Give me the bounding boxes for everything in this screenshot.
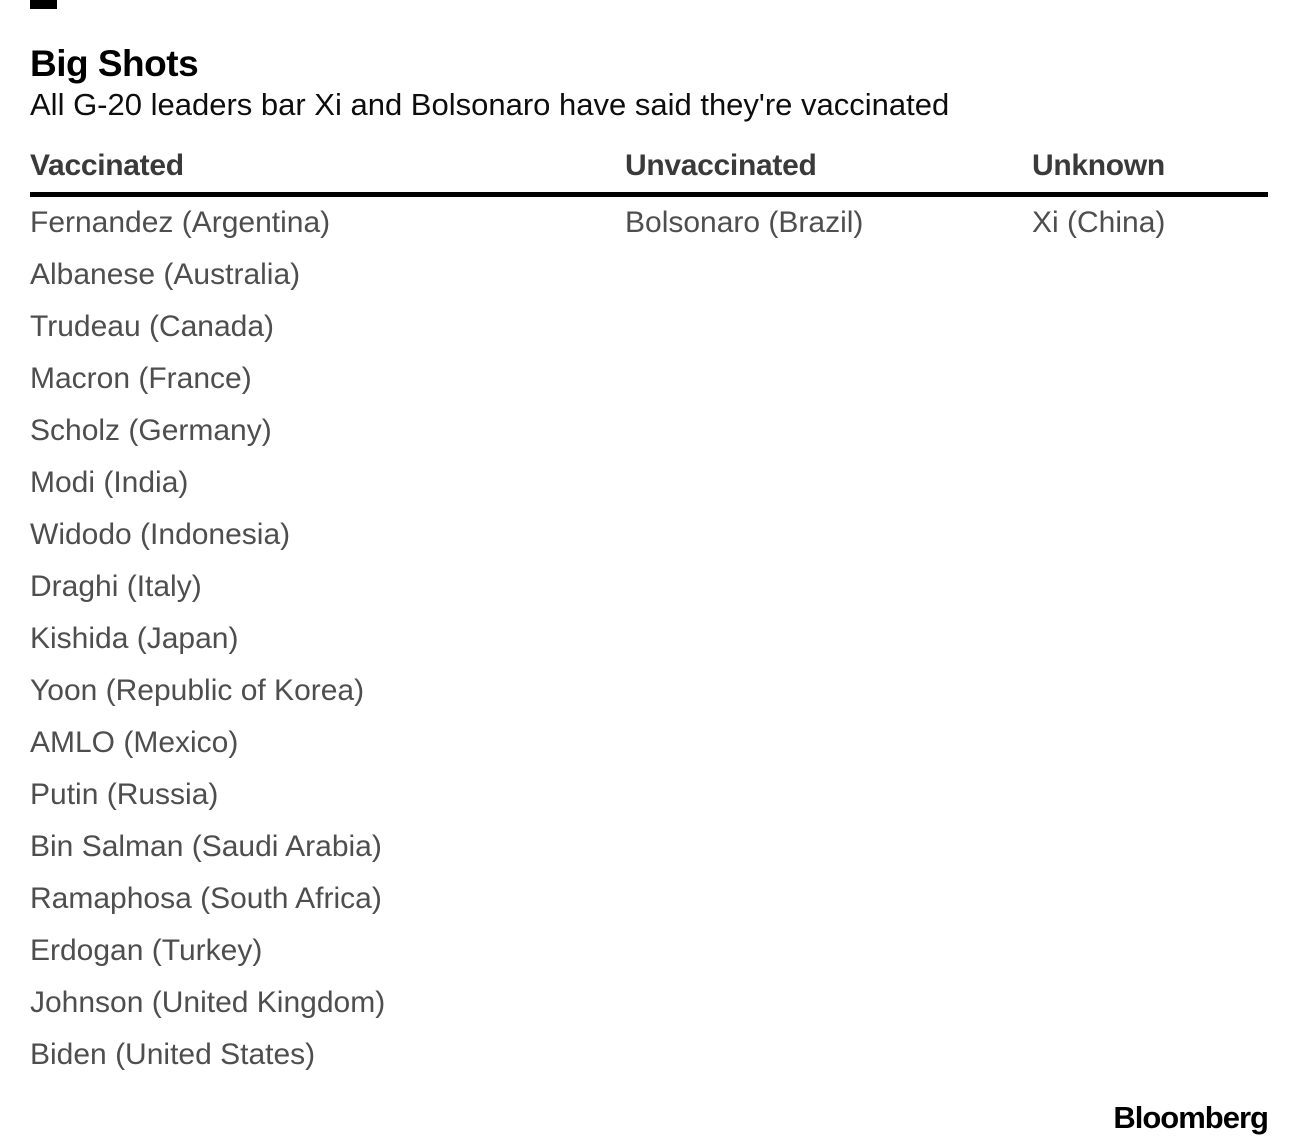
list-item: Scholz (Germany)	[30, 414, 272, 447]
header-rule	[30, 192, 1268, 197]
chart-title: Big Shots	[30, 43, 199, 84]
list-item: Trudeau (Canada)	[30, 310, 275, 343]
top-left-tick-mark	[30, 0, 57, 9]
column-unknown-entries: Xi (China)	[1032, 197, 1268, 1081]
list-item: Kishida (Japan)	[30, 622, 239, 655]
list-item: Fernandez (Argentina)	[30, 206, 331, 239]
column-vaccinated-entries: Fernandez (Argentina) Albanese (Australia…	[30, 197, 625, 1081]
list-item: Ramaphosa (South Africa)	[30, 882, 382, 915]
list-item: AMLO (Mexico)	[30, 726, 239, 759]
list-item: Draghi (Italy)	[30, 570, 202, 603]
list-item: Xi (China)	[1032, 206, 1166, 239]
list-item: Erdogan (Turkey)	[30, 934, 263, 967]
list-item: Macron (France)	[30, 362, 252, 395]
column-header-unvaccinated: Unvaccinated	[625, 149, 817, 182]
bloomberg-logo: Bloomberg	[1113, 1100, 1269, 1135]
table-body: Fernandez (Argentina) Albanese (Australia…	[30, 197, 1268, 1081]
leaders-table: Vaccinated Unvaccinated Unknown Fernande…	[30, 140, 1268, 1081]
list-item: Bin Salman (Saudi Arabia)	[30, 830, 382, 863]
list-item: Biden (United States)	[30, 1038, 316, 1071]
column-header-unknown: Unknown	[1032, 149, 1165, 182]
list-item: Putin (Russia)	[30, 778, 219, 811]
list-item: Bolsonaro (Brazil)	[625, 206, 864, 239]
list-item: Yoon (Republic of Korea)	[30, 674, 365, 707]
list-item: Johnson (United Kingdom)	[30, 986, 386, 1019]
table-header-row: Vaccinated Unvaccinated Unknown	[30, 140, 1268, 192]
list-item: Albanese (Australia)	[30, 258, 301, 291]
column-unvaccinated-entries: Bolsonaro (Brazil)	[625, 197, 1032, 1081]
list-item: Widodo (Indonesia)	[30, 518, 291, 551]
chart-subtitle: All G-20 leaders bar Xi and Bolsonaro ha…	[30, 87, 950, 122]
column-header-vaccinated: Vaccinated	[30, 149, 184, 182]
list-item: Modi (India)	[30, 466, 189, 499]
